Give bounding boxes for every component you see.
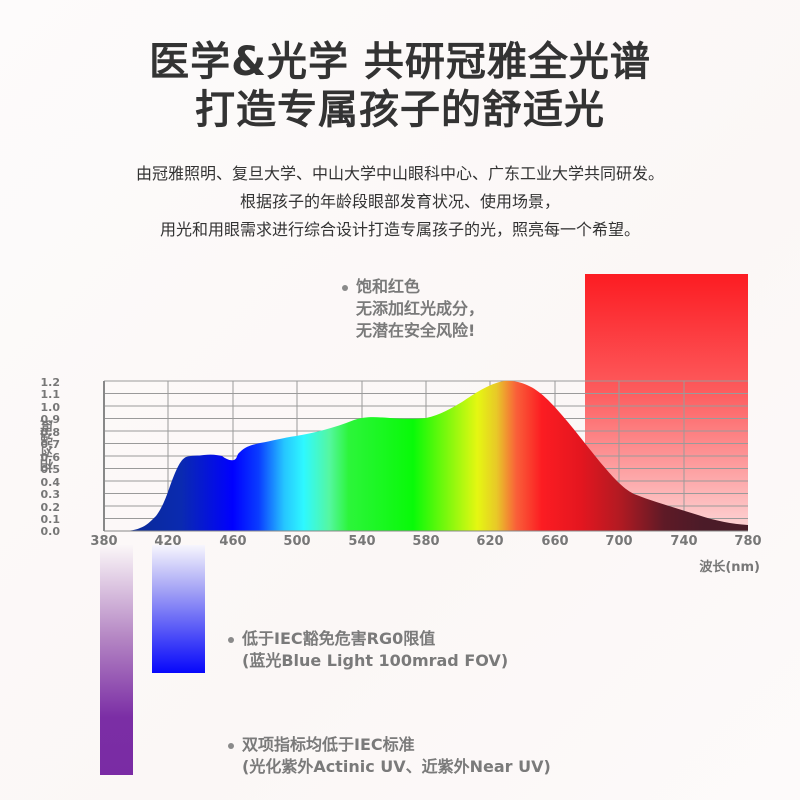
x-tick: 620 <box>476 534 504 549</box>
spectrum-area <box>104 380 748 531</box>
uv-annotation-detail: (光化紫外Actinic UV、近紫外Near UV) <box>242 757 551 776</box>
red-annotation-title: 饱和红色 <box>356 277 421 296</box>
description-line2: 根据孩子的年龄段眼部发育状况、使用场景， <box>239 192 560 211</box>
y-tick: 1.0 <box>40 401 61 414</box>
blue-light-annotation: 低于IEC豁免危害RG0限值 (蓝光Blue Light 100mrad FOV… <box>228 628 509 672</box>
x-tick: 740 <box>670 534 698 549</box>
blue-light-indicator-bar <box>152 545 205 673</box>
uv-indicator-bar <box>100 545 133 775</box>
uv-annotation-title: 双项指标均低于IEC标准 <box>242 735 415 754</box>
x-tick: 700 <box>605 534 633 549</box>
x-tick: 780 <box>734 534 762 549</box>
y-tick: 0.5 <box>40 463 61 476</box>
red-annotation-line3: 无潜在安全风险! <box>356 321 476 340</box>
y-tick: 0.3 <box>40 488 61 501</box>
x-tick: 540 <box>348 534 376 549</box>
blue-annotation-title: 低于IEC豁免危害RG0限值 <box>242 629 436 648</box>
y-tick: 0.6 <box>40 451 61 464</box>
description-line3: 用光和用眼需求进行综合设计打造专属孩子的光，照亮每一个希望。 <box>159 220 640 239</box>
x-tick: 660 <box>541 534 569 549</box>
bullet-icon <box>228 637 234 643</box>
x-axis-label: 波长(nm) <box>699 560 760 575</box>
red-annotation-line2: 无添加红光成分， <box>356 299 485 318</box>
bullet-icon <box>228 743 234 749</box>
description-line1: 由冠雅照明、复旦大学、中山大学中山眼科中心、广东工业大学共同研发。 <box>135 164 664 183</box>
y-tick: 1.1 <box>40 388 61 401</box>
x-tick: 580 <box>412 534 440 549</box>
blue-annotation-detail: (蓝光Blue Light 100mrad FOV) <box>242 651 509 670</box>
red-annotation: 饱和红色 无添加红光成分， 无潜在安全风险! <box>342 276 485 342</box>
headline-line2: 打造专属孩子的舒适光 <box>195 87 605 133</box>
y-tick: 0.4 <box>40 476 61 489</box>
y-tick: 0.2 <box>40 501 61 514</box>
headline-line1: 医学&光学 共研冠雅全光谱 <box>149 39 651 85</box>
uv-annotation: 双项指标均低于IEC标准 (光化紫外Actinic UV、近紫外Near UV) <box>228 734 551 778</box>
y-tick: 1.2 <box>40 376 61 389</box>
y-tick: 0.8 <box>40 426 61 439</box>
y-tick: 0.0 <box>40 525 61 538</box>
x-tick: 460 <box>219 534 247 549</box>
y-tick: 0.9 <box>40 413 61 426</box>
x-tick: 500 <box>283 534 311 549</box>
y-tick: 0.7 <box>40 438 61 451</box>
y-tick: 0.1 <box>40 513 61 526</box>
bullet-icon <box>342 285 348 291</box>
